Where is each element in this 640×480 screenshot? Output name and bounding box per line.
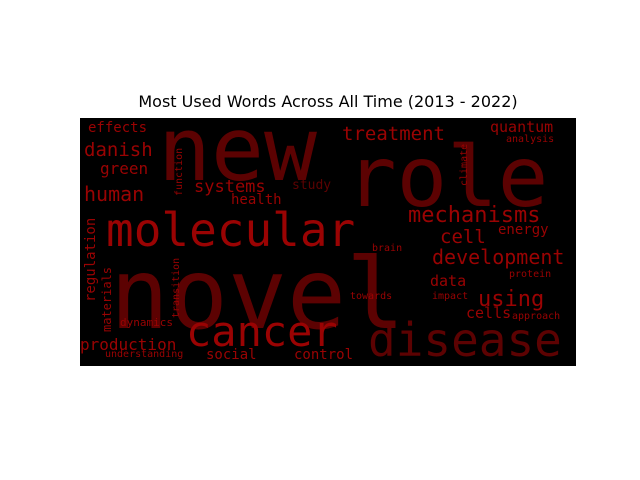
word-cloud: novel new role molecular disease cancer mechan… (80, 118, 576, 366)
word-impact: impact (432, 291, 468, 302)
word-new: new (158, 118, 317, 201)
word-development: development (432, 245, 564, 269)
word-green: green (100, 159, 148, 178)
word-function: function (174, 148, 185, 196)
word-effects: effects (88, 120, 147, 136)
word-materials: materials (100, 267, 114, 332)
word-cancer: cancer (186, 307, 338, 356)
word-cell: cell (440, 226, 486, 248)
word-disease: disease (368, 313, 562, 366)
word-molecular: molecular (106, 203, 355, 257)
word-analysis: analysis (506, 134, 554, 145)
word-health: health (231, 192, 282, 208)
word-treatment: treatment (342, 123, 445, 145)
word-mechanisms: mechanisms (408, 203, 540, 228)
chart-title: Most Used Words Across All Time (2013 - … (138, 92, 518, 111)
word-towards: towards (350, 291, 392, 302)
word-transition: transition (171, 258, 182, 318)
word-climate: climate (459, 144, 470, 186)
word-regulation: regulation (83, 218, 99, 302)
word-systems: systems (194, 177, 266, 197)
word-quantum: quantum (490, 118, 553, 136)
word-data: data (430, 272, 466, 290)
word-social: social (206, 347, 257, 363)
word-human: human (84, 182, 144, 206)
word-control: control (294, 347, 353, 363)
word-production: production (80, 335, 176, 354)
word-danish: danish (84, 139, 153, 161)
word-energy: energy (498, 222, 549, 238)
word-role: role (346, 128, 548, 226)
word-brain: brain (372, 243, 402, 254)
word-study: study (292, 178, 331, 193)
word-dynamics: dynamics (120, 316, 173, 329)
word-approach: approach (512, 311, 560, 322)
word-novel: novel (110, 238, 405, 352)
word-protein: protein (509, 269, 551, 280)
word-cells: cells (466, 304, 511, 322)
word-using: using (478, 287, 544, 312)
word-understanding: understanding (105, 349, 183, 360)
